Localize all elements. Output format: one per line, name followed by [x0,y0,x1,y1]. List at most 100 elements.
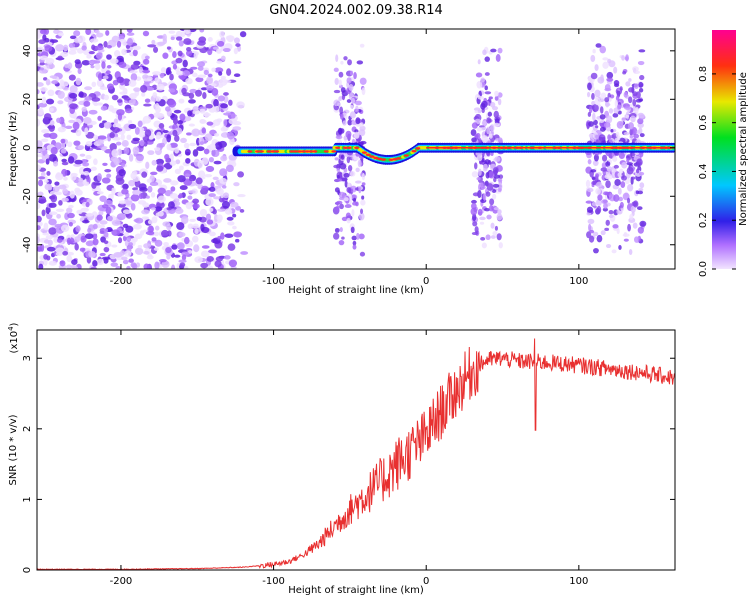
noise-blob [116,213,126,221]
burst-blob [605,102,611,107]
noise-blob [192,106,199,112]
noise-blob [128,79,137,87]
noise-blob [122,209,131,215]
noise-blob [192,149,199,157]
noise-blob [178,232,186,237]
burst-blob [470,207,478,216]
noise-blob [133,87,141,92]
burst-blob [347,119,353,126]
noise-blob [37,236,40,244]
noise-blob [183,142,190,149]
burst-blob [624,106,632,110]
noise-blob [151,237,157,242]
noise-blob [41,96,47,104]
noise-blob [232,126,242,131]
noise-blob [201,127,207,134]
noise-blob [125,44,131,49]
noise-blob [66,264,73,269]
burst-blob [359,77,367,85]
noise-blob [145,86,155,91]
burst-blob [356,60,364,65]
burst-blob [350,70,354,76]
burst-blob [344,197,349,202]
noise-blob [132,187,139,191]
noise-blob [162,52,169,59]
noise-blob [206,121,214,126]
noise-blob [48,227,57,235]
noise-blob [230,201,239,208]
noise-blob [67,156,75,164]
burst-blob [592,49,596,54]
noise-blob [70,172,77,181]
burst-blob [477,59,481,65]
noise-blob [157,187,166,195]
noise-blob [173,254,181,258]
burst-blob [333,164,340,169]
noise-blob [226,68,232,76]
burst-blob [477,109,482,114]
noise-blob [122,259,129,265]
noise-blob [48,260,57,266]
noise-blob [204,133,213,142]
noise-blob [69,85,78,94]
noise-blob [223,92,229,96]
noise-blob [177,194,183,199]
noise-blob [116,76,124,84]
noise-blob [172,117,179,125]
noise-blob [84,86,93,91]
noise-blob [217,208,227,212]
noise-blob [213,196,221,200]
carrier-peak [361,151,367,154]
burst-blob [605,219,610,226]
burst-blob [621,117,627,121]
burst-blob [617,172,622,178]
noise-blob [149,181,159,187]
noise-blob [199,29,205,33]
burst-blob [352,155,360,161]
carrier-peak [297,150,303,153]
noise-blob [56,238,63,243]
noise-blob [54,181,60,186]
burst-blob [591,202,597,207]
burst-blob [623,131,630,136]
noise-blob [132,45,141,51]
noise-blob [90,166,97,171]
burst-blob [612,224,619,229]
burst-blob [490,222,495,229]
noise-blob [197,74,207,79]
noise-blob [79,153,86,157]
burst-blob [614,178,621,186]
noise-blob [147,44,157,48]
burst-blob [476,127,483,132]
noise-blob [129,92,137,100]
carrier-peak [342,146,348,149]
noise-blob [39,67,44,71]
noise-blob [46,255,51,261]
burst-blob [598,134,606,142]
noise-blob [220,155,228,162]
x-tick-label: 100 [569,576,588,587]
burst-blob [484,56,490,62]
noise-blob [55,172,62,178]
burst-blob [606,115,613,124]
noise-blob [80,235,87,243]
spectrogram-x-ticks: -200 -100 0 100 [110,29,588,287]
burst-blob [632,66,639,72]
noise-blob [155,106,161,114]
noise-blob [49,120,55,126]
burst-blob [480,77,486,83]
burst-blob [621,161,628,169]
noise-blob [193,52,198,59]
noise-blob [75,129,82,137]
noise-blob [96,102,104,106]
noise-blob [179,262,186,267]
noise-blob [196,216,202,221]
noise-blob [99,252,106,257]
noise-blob [129,70,138,74]
noise-blob [95,45,104,51]
noise-blob [81,59,91,66]
burst-blob [604,87,612,92]
burst-blob [595,187,601,195]
noise-blob [208,207,214,212]
noise-blob [43,77,48,81]
